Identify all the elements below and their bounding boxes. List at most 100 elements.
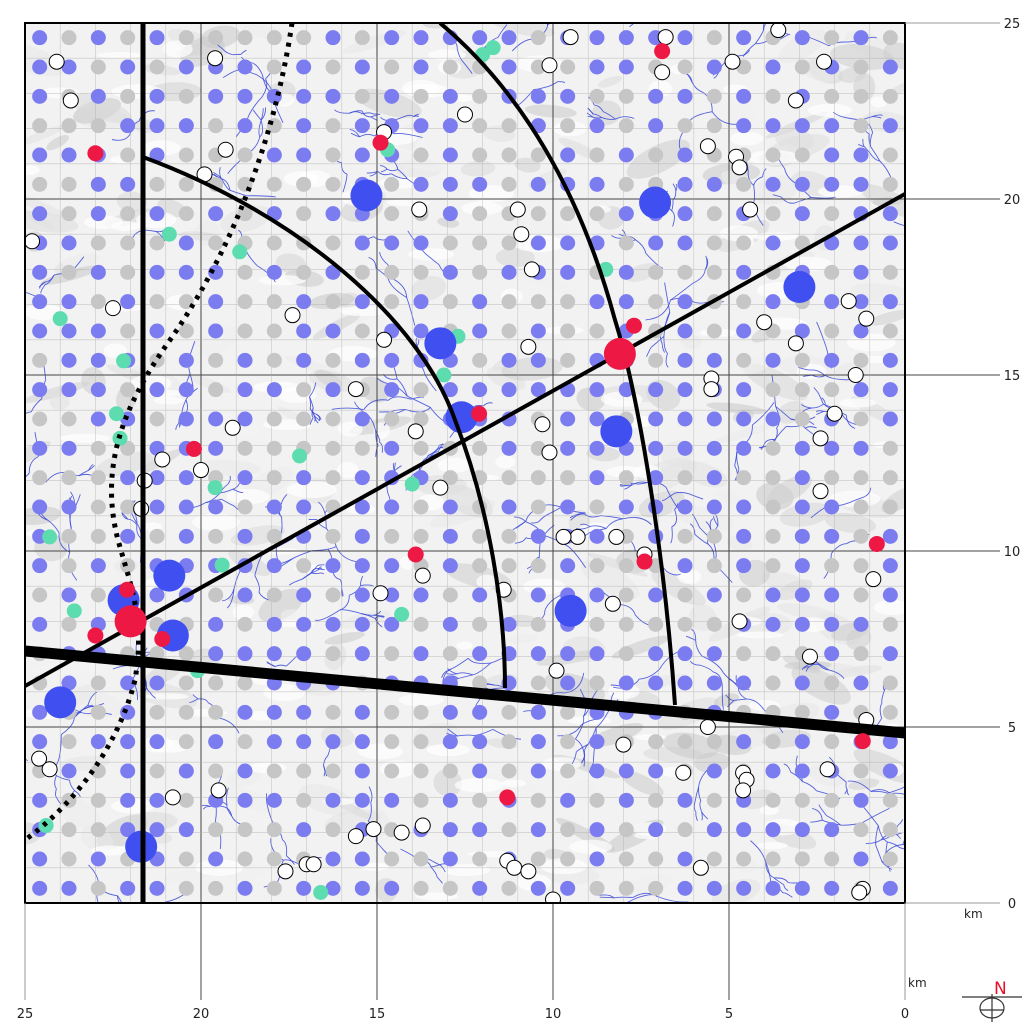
grid-dot-grey bbox=[590, 881, 605, 896]
grid-dot-blue bbox=[736, 89, 751, 104]
grid-dot-grey bbox=[62, 30, 77, 45]
grid-dot-grey bbox=[414, 734, 429, 749]
grid-dot-blue bbox=[355, 470, 370, 485]
grid-dot-grey bbox=[62, 822, 77, 837]
grid-dot-blue bbox=[795, 177, 810, 192]
grid-dot-blue bbox=[326, 206, 341, 221]
grid-dot-grey bbox=[472, 118, 487, 133]
grid-dot-grey bbox=[795, 793, 810, 808]
grid-dot-blue bbox=[678, 30, 693, 45]
grid-dot-blue bbox=[326, 793, 341, 808]
grid-dot-blue bbox=[883, 236, 898, 251]
grid-dot-blue bbox=[590, 852, 605, 867]
grid-dot-grey bbox=[208, 529, 223, 544]
grid-dot-blue bbox=[208, 734, 223, 749]
grid-dot-grey bbox=[62, 265, 77, 280]
grid-dot-grey bbox=[326, 588, 341, 603]
grid-dot-blue bbox=[678, 852, 693, 867]
red-site-marker bbox=[87, 627, 103, 643]
grid-dot-blue bbox=[91, 177, 106, 192]
grid-dot-blue bbox=[824, 822, 839, 837]
grid-dot-blue bbox=[824, 177, 839, 192]
grid-dot-blue bbox=[150, 30, 165, 45]
large-blue-site-marker bbox=[424, 327, 456, 359]
grid-dot-grey bbox=[502, 148, 517, 163]
river-segment bbox=[767, 12, 773, 18]
grid-dot-blue bbox=[150, 206, 165, 221]
red-site-marker bbox=[119, 582, 135, 598]
grid-dot-blue bbox=[355, 852, 370, 867]
grid-dot-blue bbox=[91, 324, 106, 339]
grid-dot-grey bbox=[648, 148, 663, 163]
grid-dot-grey bbox=[707, 89, 722, 104]
grid-dot-grey bbox=[824, 265, 839, 280]
grid-dot-grey bbox=[62, 118, 77, 133]
grid-dot-grey bbox=[824, 793, 839, 808]
open-site-marker bbox=[42, 762, 57, 777]
grid-dot-blue bbox=[62, 353, 77, 368]
grid-dot-blue bbox=[443, 118, 458, 133]
river-segment bbox=[0, 721, 1, 731]
grid-dot-grey bbox=[648, 265, 663, 280]
grid-dot-grey bbox=[62, 470, 77, 485]
open-site-marker bbox=[542, 445, 557, 460]
grid-dot-grey bbox=[766, 734, 781, 749]
grid-dot-blue bbox=[502, 382, 517, 397]
grid-dot-grey bbox=[502, 764, 517, 779]
grid-dot-blue bbox=[267, 265, 282, 280]
grid-dot-blue bbox=[238, 764, 253, 779]
grid-dot-grey bbox=[766, 646, 781, 661]
grid-dot-blue bbox=[502, 441, 517, 456]
grid-dot-blue bbox=[883, 294, 898, 309]
grid-dot-grey bbox=[560, 822, 575, 837]
grid-dot-grey bbox=[267, 412, 282, 427]
grid-dot-grey bbox=[267, 30, 282, 45]
river-segment bbox=[543, 0, 549, 10]
grid-dot-grey bbox=[736, 236, 751, 251]
open-site-marker bbox=[771, 23, 786, 38]
grid-dot-blue bbox=[179, 236, 194, 251]
grid-dot-blue bbox=[150, 118, 165, 133]
grid-dot-blue bbox=[326, 852, 341, 867]
relief-highlight bbox=[437, 458, 470, 473]
grid-dot-grey bbox=[150, 60, 165, 75]
grid-dot-blue bbox=[648, 118, 663, 133]
open-site-marker bbox=[542, 58, 557, 73]
grid-dot-blue bbox=[150, 500, 165, 515]
open-site-marker bbox=[524, 262, 539, 277]
grid-dot-grey bbox=[619, 236, 634, 251]
grid-dot-blue bbox=[355, 734, 370, 749]
grid-dot-grey bbox=[883, 324, 898, 339]
grid-dot-grey bbox=[560, 118, 575, 133]
grid-dot-blue bbox=[32, 881, 47, 896]
grid-dot-blue bbox=[91, 265, 106, 280]
grid-dot-grey bbox=[179, 89, 194, 104]
grid-dot-blue bbox=[150, 734, 165, 749]
red-site-marker bbox=[654, 43, 670, 59]
grid-dot-blue bbox=[326, 382, 341, 397]
grid-dot-grey bbox=[560, 294, 575, 309]
grid-dot-grey bbox=[267, 470, 282, 485]
grid-dot-grey bbox=[619, 617, 634, 632]
grid-dot-blue bbox=[824, 617, 839, 632]
grid-dot-blue bbox=[502, 30, 517, 45]
x-axis-tick-label: 5 bbox=[725, 1007, 733, 1022]
grid-dot-blue bbox=[854, 148, 869, 163]
grid-dot-grey bbox=[854, 764, 869, 779]
grid-dot-blue bbox=[296, 734, 311, 749]
grid-dot-blue bbox=[766, 177, 781, 192]
grid-dot-blue bbox=[443, 852, 458, 867]
grid-dot-blue bbox=[648, 646, 663, 661]
grid-dot-grey bbox=[296, 30, 311, 45]
north-letter: N bbox=[994, 979, 1007, 999]
open-site-marker bbox=[458, 107, 473, 122]
open-site-marker bbox=[732, 614, 747, 629]
grid-dot-grey bbox=[531, 500, 546, 515]
grid-dot-blue bbox=[678, 881, 693, 896]
grid-dot-grey bbox=[883, 705, 898, 720]
open-site-marker bbox=[841, 294, 856, 309]
grid-dot-grey bbox=[414, 617, 429, 632]
grid-dot-grey bbox=[267, 324, 282, 339]
grid-dot-grey bbox=[62, 617, 77, 632]
grid-dot-blue bbox=[531, 822, 546, 837]
